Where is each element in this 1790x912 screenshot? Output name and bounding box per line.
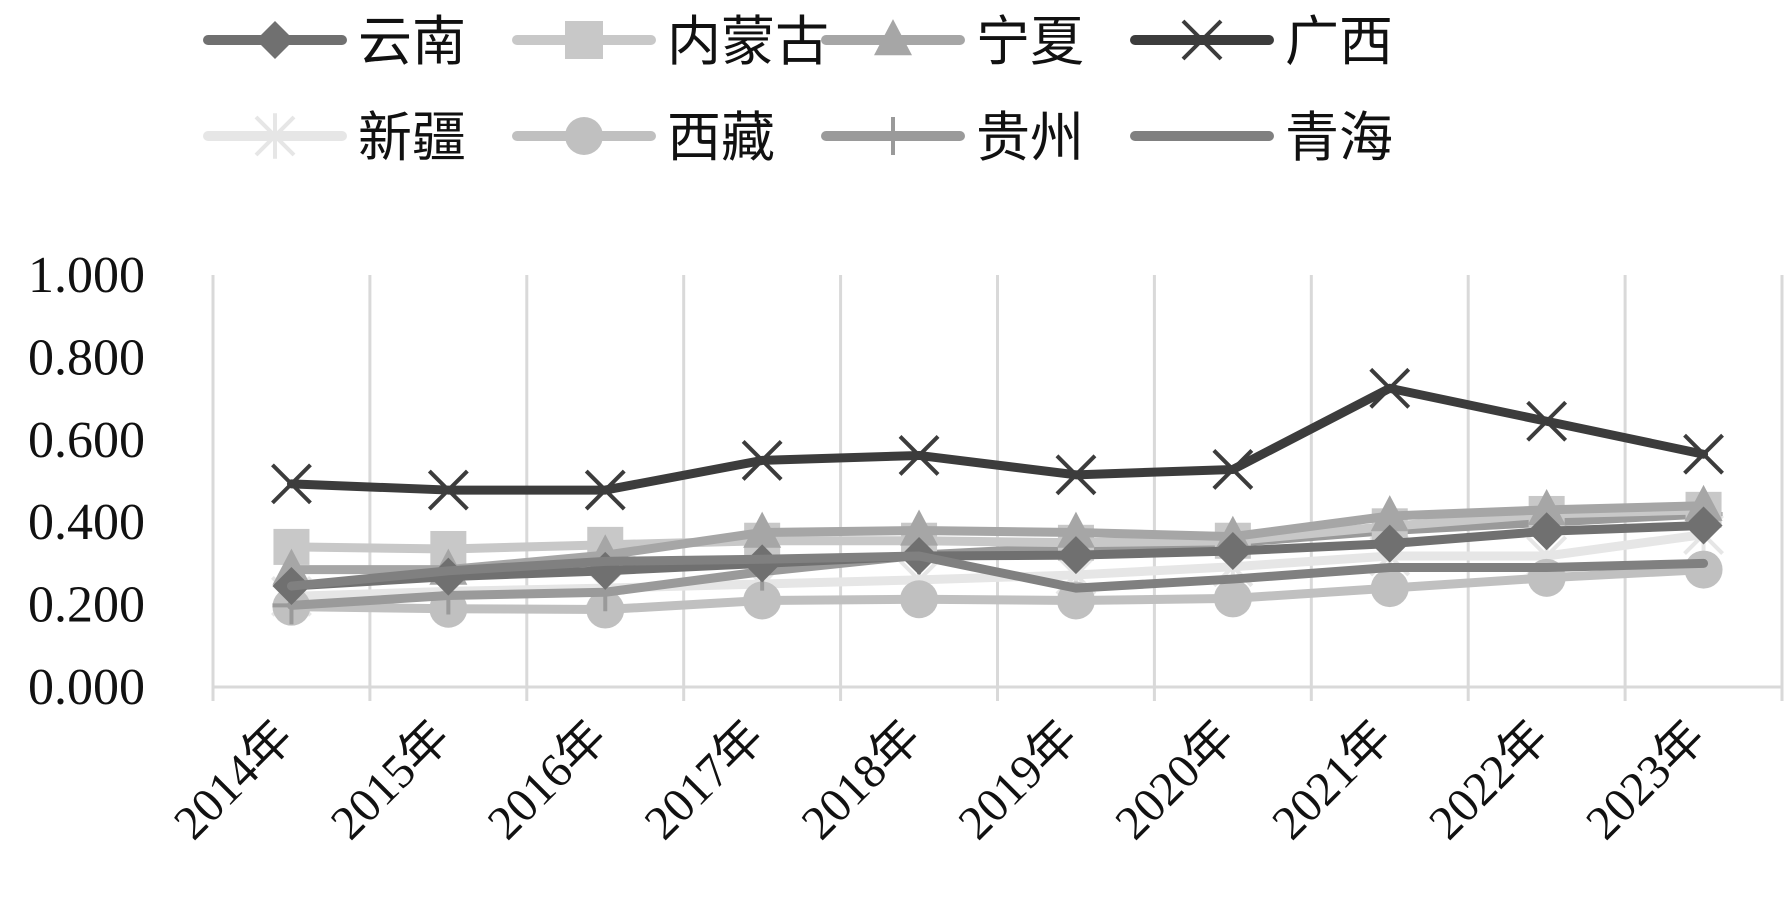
legend-swatch-marker (1181, 19, 1223, 61)
data-point (900, 509, 939, 546)
x-tick-label: 2016年 (478, 710, 617, 849)
series-group (271, 367, 1724, 629)
y-tick-label: 0.200 (28, 577, 145, 634)
series-line (286, 505, 1709, 554)
data-point (1056, 511, 1095, 548)
legend-item: 西藏 (512, 106, 775, 169)
legend-label: 内蒙古 (667, 10, 829, 73)
data-point (1527, 488, 1566, 526)
legend-item: 宁夏 (821, 10, 1084, 73)
legend-item: 青海 (1130, 106, 1393, 169)
x-tick-label: 2021年 (1262, 710, 1401, 849)
y-tick-label: 0.600 (28, 412, 145, 469)
data-point (1213, 579, 1252, 618)
data-point (743, 581, 782, 620)
legend-swatch-marker (256, 21, 294, 59)
data-point (1526, 400, 1568, 442)
series-line (286, 520, 1709, 591)
data-point (1684, 506, 1723, 545)
legend-item: 广西 (1130, 10, 1393, 73)
x-tick-label: 2022年 (1419, 710, 1558, 849)
legend-label: 广西 (1285, 10, 1393, 73)
x-tick-label: 2014年 (164, 710, 303, 849)
y-tick-label: 1.000 (28, 247, 145, 304)
data-point (271, 463, 312, 505)
legend-swatch-marker (874, 117, 912, 155)
x-tick-label: 2018年 (792, 710, 931, 849)
y-tick-label: 0.400 (28, 494, 145, 551)
legend-item: 新疆 (203, 106, 466, 169)
data-point (1683, 433, 1724, 475)
data-point (900, 580, 939, 619)
data-point (272, 548, 311, 585)
series-4 (271, 367, 1724, 511)
y-tick-label: 0.000 (28, 659, 145, 716)
data-point (743, 511, 782, 548)
x-tick-label: 2015年 (321, 710, 460, 849)
legend-swatch-marker (254, 113, 296, 159)
series-line (286, 565, 1709, 615)
data-point (1370, 569, 1409, 608)
legend-item: 内蒙古 (512, 10, 829, 73)
series-line (286, 509, 1709, 610)
data-point (1370, 495, 1409, 532)
series-8 (286, 551, 1709, 593)
legend-label: 云南 (358, 10, 466, 73)
series-line (286, 383, 1709, 495)
data-point (898, 435, 940, 476)
legend-swatch-marker (565, 117, 603, 155)
data-point (1370, 524, 1409, 563)
data-point (427, 469, 469, 511)
legend-label: 宁夏 (976, 10, 1084, 73)
data-point (1212, 449, 1254, 490)
data-point (1213, 532, 1252, 571)
legend-label: 青海 (1285, 106, 1393, 169)
x-tick-label: 2017年 (635, 710, 774, 849)
data-point (584, 469, 626, 511)
x-tick-label: 2019年 (948, 710, 1087, 849)
x-tick-label: 2020年 (1105, 710, 1244, 849)
data-point (1684, 484, 1723, 521)
series-line (286, 551, 1709, 593)
legend-swatch-marker (565, 21, 603, 59)
data-point (1056, 536, 1095, 575)
legend-item: 贵州 (821, 106, 1084, 169)
data-point (1527, 512, 1566, 551)
data-point (1055, 454, 1097, 496)
legend-label: 新疆 (358, 106, 466, 169)
legend-label: 贵州 (976, 106, 1084, 169)
data-point (1369, 367, 1411, 409)
data-point (1684, 550, 1723, 589)
legend-swatch-marker (874, 19, 912, 56)
x-tick-label: 2023年 (1576, 710, 1715, 849)
y-tick-label: 0.800 (28, 329, 145, 386)
data-point (741, 439, 783, 481)
legend-label: 西藏 (667, 106, 775, 169)
legend-item: 云南 (203, 10, 466, 73)
